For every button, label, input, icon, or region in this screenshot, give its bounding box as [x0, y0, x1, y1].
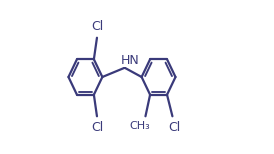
Text: HN: HN [121, 54, 139, 67]
Text: Cl: Cl [92, 20, 104, 33]
Text: Cl: Cl [92, 121, 104, 134]
Text: CH₃: CH₃ [130, 121, 150, 131]
Text: Cl: Cl [169, 121, 181, 134]
